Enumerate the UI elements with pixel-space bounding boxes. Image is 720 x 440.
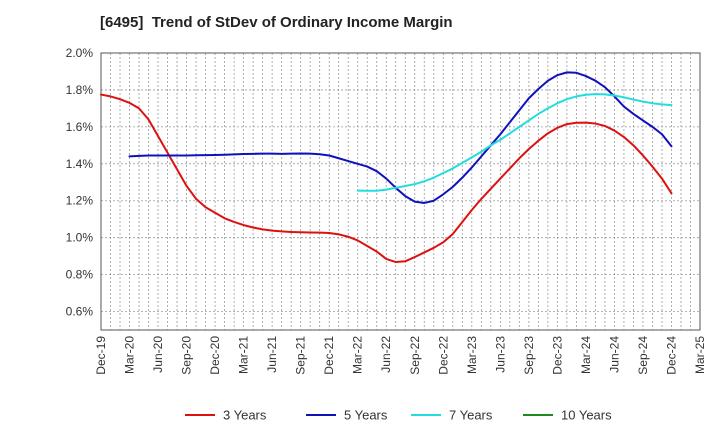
x-tick-label: Mar-22 [351,336,365,374]
x-tick-label: Dec-22 [436,336,450,375]
y-tick-label: 2.0% [66,46,94,60]
x-tick-label: Dec-20 [208,336,222,375]
x-tick-label: Sep-20 [180,336,194,375]
x-tick-label: Sep-22 [408,336,422,375]
x-tick-label: Dec-19 [94,336,108,375]
x-tick-label: Mar-23 [465,336,479,374]
legend-label: 5 Years [344,408,388,423]
y-tick-label: 1.8% [66,83,94,97]
y-tick-label: 0.6% [66,305,94,319]
x-tick-label: Sep-23 [522,336,536,375]
x-tick-label: Jun-20 [151,336,165,373]
x-tick-label: Dec-23 [550,336,564,375]
x-tick-label: Mar-24 [579,336,593,374]
x-tick-label: Jun-22 [379,336,393,373]
x-tick-label: Jun-21 [265,336,279,373]
legend: 3 Years 5 Years 7 Years 10 Years [185,408,612,423]
x-tick-label: Jun-24 [607,336,621,373]
x-tick-label: Mar-25 [693,336,707,374]
y-tick-label: 1.2% [66,194,94,208]
x-tick-label: Dec-21 [322,336,336,375]
series-line-7-years [356,93,673,192]
x-tick-label: Mar-20 [123,336,137,374]
y-tick-label: 0.8% [66,268,94,282]
series-lines [100,71,673,264]
x-tick-label: Jun-23 [493,336,507,373]
x-tick-label: Sep-21 [294,336,308,375]
series-line-5-years [128,71,673,204]
legend-label: 7 Years [449,408,493,423]
y-tick-label: 1.4% [66,157,94,171]
legend-label: 3 Years [223,408,267,423]
series-line-3-years [100,93,673,264]
x-tick-label: Mar-21 [237,336,251,374]
x-tick-label: Dec-24 [664,336,678,375]
y-tick-label: 1.0% [66,231,94,245]
chart-title: [6495] Trend of StDev of Ordinary Income… [100,14,453,31]
axes: 0.6% 0.8% 1.0% 1.2% 1.4% 1.6% 1.8% 2.0% Dec-19 Ma… [66,46,707,375]
legend-label: 10 Years [561,408,612,423]
plot-frame [100,52,701,331]
x-tick-label: Sep-24 [636,336,650,375]
y-tick-label: 1.6% [66,120,94,134]
